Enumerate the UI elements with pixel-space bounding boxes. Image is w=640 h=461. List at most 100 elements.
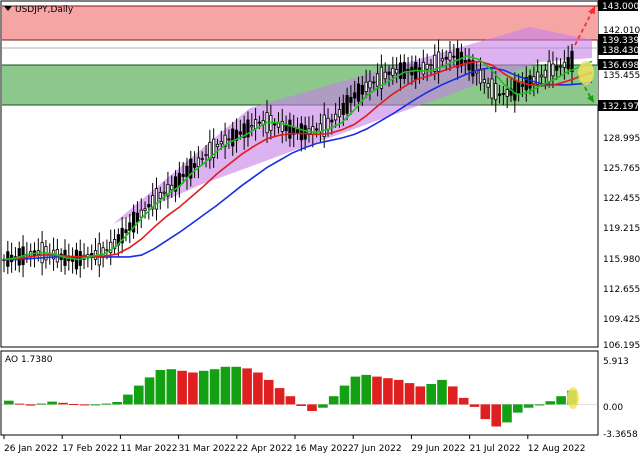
ao-bar bbox=[242, 368, 252, 405]
ao-bar bbox=[480, 404, 491, 420]
time-label: 29 Jun 2022 bbox=[411, 444, 465, 454]
candle-body bbox=[250, 125, 254, 128]
candle-body bbox=[215, 143, 220, 148]
candle-body bbox=[570, 50, 574, 72]
ao-bar bbox=[523, 404, 534, 408]
candle-body bbox=[478, 69, 483, 84]
candle-body bbox=[204, 154, 208, 157]
candle-body bbox=[345, 95, 349, 114]
time-label: 17 Feb 2022 bbox=[62, 444, 118, 454]
candle-body bbox=[238, 131, 242, 135]
candle-body bbox=[383, 71, 387, 80]
candle-body bbox=[368, 80, 372, 89]
ao-bar bbox=[58, 402, 68, 405]
price-label-current: 138.430 bbox=[602, 46, 639, 56]
candle-body bbox=[166, 184, 170, 197]
price-tick: 122.455 bbox=[603, 194, 640, 204]
ao-bar bbox=[253, 372, 263, 405]
candle-body bbox=[452, 55, 456, 58]
candle-body bbox=[456, 48, 460, 68]
ao-bar bbox=[144, 377, 155, 405]
candle-body bbox=[208, 142, 212, 161]
candle-body bbox=[471, 60, 475, 77]
candle-body bbox=[112, 239, 117, 250]
candle-body bbox=[181, 173, 185, 177]
ao-bar bbox=[361, 374, 371, 405]
price-label-bg-support-low bbox=[598, 100, 638, 111]
candle-body bbox=[280, 120, 284, 132]
ao-bar bbox=[307, 404, 317, 411]
candle-body bbox=[387, 71, 391, 75]
ao-bar bbox=[198, 370, 209, 405]
price-label-high: 143.000 bbox=[602, 2, 639, 12]
symbol-label: USDJPY,Daily bbox=[15, 5, 74, 15]
oscillator-tick: 0.00 bbox=[603, 403, 623, 413]
candle-body bbox=[193, 163, 197, 168]
ao-bar bbox=[4, 400, 14, 405]
candle-body bbox=[379, 66, 383, 89]
candle-body bbox=[253, 119, 258, 129]
candle-body bbox=[356, 83, 361, 102]
ao-bar bbox=[25, 404, 36, 406]
price-label-bg-resistance bbox=[598, 34, 638, 45]
candle-body bbox=[532, 76, 536, 85]
ao-bar bbox=[47, 401, 57, 405]
candle-body bbox=[391, 67, 395, 76]
candle-body bbox=[463, 59, 467, 63]
ao-bar bbox=[36, 403, 47, 405]
candle-body bbox=[440, 58, 444, 62]
candle-body bbox=[566, 57, 570, 70]
candle-body bbox=[517, 82, 521, 94]
candle-body bbox=[273, 123, 277, 126]
ao-bar bbox=[14, 403, 25, 405]
ao-bar bbox=[285, 396, 296, 405]
candle-body bbox=[234, 129, 239, 141]
price-label-resistance: 139.339 bbox=[602, 36, 639, 46]
candle-body bbox=[219, 141, 223, 145]
ao-bar bbox=[534, 404, 545, 406]
ao-bar bbox=[513, 404, 523, 413]
ao-bar bbox=[69, 404, 79, 405]
candle-body bbox=[375, 73, 380, 87]
ao-bar bbox=[123, 394, 133, 405]
candle-body bbox=[539, 74, 544, 78]
ao-bar bbox=[339, 385, 350, 405]
candle-body bbox=[143, 208, 147, 211]
candle-body bbox=[494, 83, 498, 101]
candle-body bbox=[105, 249, 109, 252]
candle-body bbox=[212, 138, 216, 158]
ao-bar bbox=[491, 404, 501, 427]
ao-bar bbox=[112, 402, 122, 405]
ao-bar bbox=[372, 376, 382, 405]
ao-bar bbox=[166, 369, 177, 405]
candle-body bbox=[421, 61, 425, 75]
candle-body bbox=[353, 92, 357, 99]
candle-body bbox=[467, 59, 471, 71]
price-label-support-low: 132.197 bbox=[602, 102, 639, 112]
price-tick: 109.425 bbox=[603, 315, 640, 325]
price-tick: 106.195 bbox=[603, 341, 640, 351]
ao-histogram bbox=[2, 366, 597, 427]
candle-body bbox=[132, 211, 136, 233]
price-label-support-mid: 136.698 bbox=[602, 61, 639, 71]
candle-body bbox=[124, 229, 128, 234]
bullish-arrow-head bbox=[588, 6, 595, 14]
candle-body bbox=[158, 192, 162, 199]
candle-body bbox=[246, 119, 250, 138]
candle-body bbox=[200, 157, 204, 160]
candlesticks bbox=[2, 39, 574, 278]
ao-bar bbox=[350, 376, 361, 405]
price-tick: 128.995 bbox=[603, 134, 640, 144]
candle-body bbox=[558, 65, 563, 68]
candle-body bbox=[402, 61, 406, 79]
candle-body bbox=[482, 79, 486, 84]
candle-body bbox=[189, 158, 193, 179]
candle-body bbox=[326, 117, 330, 130]
dropdown-triangle-icon[interactable] bbox=[4, 6, 12, 11]
candle-body bbox=[364, 81, 368, 93]
candle-body bbox=[151, 195, 155, 210]
price-tick: 125.765 bbox=[603, 164, 640, 174]
time-label: 26 Jan 2022 bbox=[4, 444, 58, 454]
ao-bar bbox=[220, 366, 231, 405]
candle-body bbox=[330, 119, 334, 123]
